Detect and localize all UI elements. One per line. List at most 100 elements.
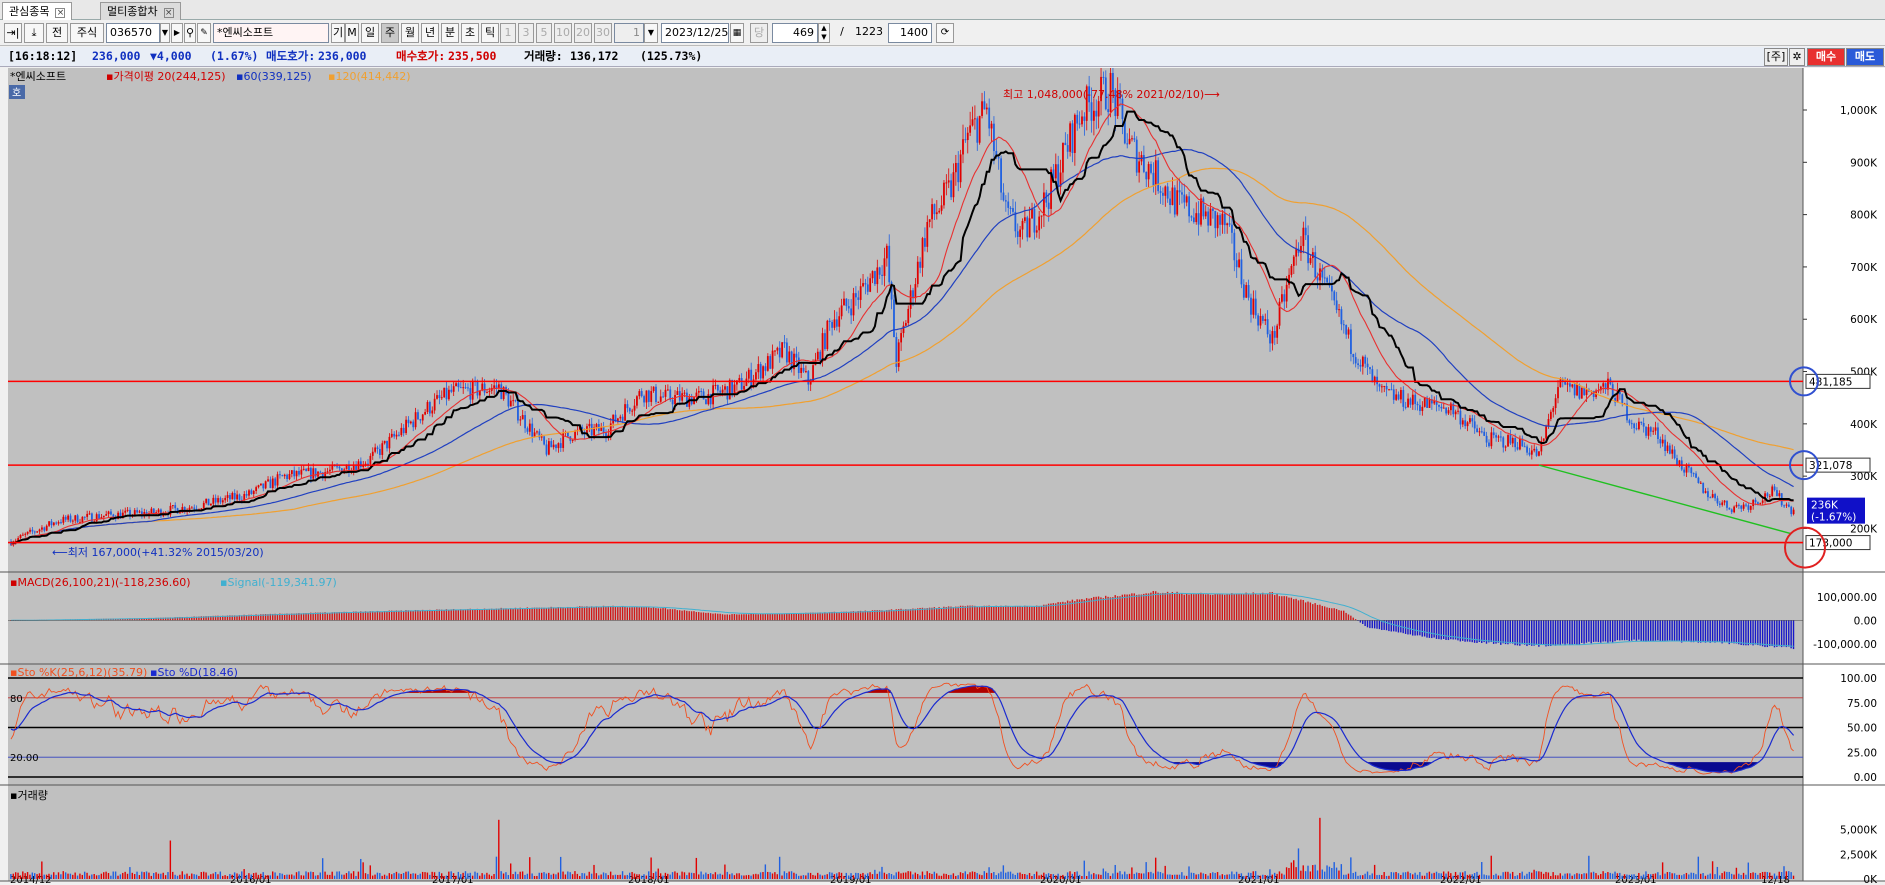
num-button[interactable]: 3 <box>518 23 534 43</box>
candle-body <box>536 431 538 433</box>
date-input[interactable]: 2023/12/25 <box>661 23 729 43</box>
macd-bar <box>1457 620 1459 641</box>
view-count-input[interactable]: 1400 <box>888 23 932 43</box>
macd-bar <box>1093 596 1095 621</box>
macd-bar <box>1228 594 1231 621</box>
calendar-icon[interactable]: ▦ <box>730 23 744 43</box>
macd-bar <box>145 618 148 621</box>
num-button[interactable]: 1 <box>500 23 516 43</box>
candle-body <box>1207 211 1210 226</box>
macd-bar <box>576 606 579 621</box>
volume-bar <box>1514 875 1516 879</box>
volume-bar <box>955 875 957 879</box>
volume-bar <box>62 871 64 879</box>
edit-icon[interactable]: ✎ <box>197 23 211 43</box>
stock-name-field[interactable]: *엔씨소프트 <box>213 23 329 43</box>
macd-bar <box>1340 610 1343 621</box>
period-year-button[interactable]: 년 <box>421 23 439 43</box>
macd-bar <box>1183 594 1185 621</box>
all-button[interactable]: 전 <box>46 23 68 43</box>
candle-body <box>674 395 676 405</box>
candle-body <box>1509 435 1512 444</box>
volume-bar <box>1412 874 1414 879</box>
sell-button[interactable]: 매도 <box>1846 48 1884 66</box>
candle-body <box>1078 123 1081 125</box>
period-week-button[interactable]: 주 <box>381 23 399 43</box>
volume-bar <box>1252 871 1254 879</box>
volume-bar <box>1733 874 1735 879</box>
volume-bar <box>1485 875 1488 879</box>
candle-body <box>1514 438 1517 448</box>
macd-bar <box>1438 620 1440 640</box>
gear-icon[interactable]: ✲ <box>1789 48 1805 66</box>
candle-body <box>81 516 84 523</box>
current-button[interactable]: 당 <box>750 23 768 43</box>
volume-bar <box>1566 873 1569 879</box>
period-minute-button[interactable]: 분 <box>441 23 459 43</box>
volume-bar <box>1466 874 1469 879</box>
macd-bar <box>762 613 764 621</box>
candle-body <box>133 510 136 515</box>
stock-type-toggle[interactable]: [주] <box>1764 48 1788 66</box>
volume-bar <box>1319 817 1321 879</box>
tab-multi-chart[interactable]: 멀티종합차 × <box>100 2 181 20</box>
candle-body <box>252 491 255 494</box>
download-button[interactable]: ⤓ <box>24 23 44 43</box>
buy-button[interactable]: 매수 <box>1807 48 1845 66</box>
ma20-line <box>10 103 1794 546</box>
close-icon[interactable]: × <box>163 8 174 18</box>
y-tick-label: 1,000K <box>1840 105 1878 117</box>
candle-body <box>279 474 281 476</box>
candle-body <box>740 378 743 390</box>
num-button[interactable]: 5 <box>536 23 552 43</box>
volume-bar <box>1771 875 1773 879</box>
period-tick-button[interactable]: 틱 <box>481 23 499 43</box>
stock-type-button[interactable]: 주식 <box>70 23 104 43</box>
refresh-icon[interactable]: ⟳ <box>936 23 954 43</box>
macd-bar <box>712 613 714 621</box>
m-button[interactable]: M <box>345 23 359 43</box>
volume-bar <box>940 875 943 879</box>
candle-body <box>997 157 1000 159</box>
volume-bar <box>383 874 386 879</box>
tab-watchlist[interactable]: 관심종목 × <box>2 2 73 20</box>
macd-bar <box>838 612 840 621</box>
macd-bar <box>1623 620 1626 641</box>
link-button[interactable]: ⇥| <box>4 23 22 43</box>
num-button[interactable]: 10 <box>554 23 572 43</box>
volume-bar <box>1578 873 1581 879</box>
candle-body <box>940 205 943 211</box>
stock-chart[interactable]: 1,000K900K800K700K600K500K400K300K200K48… <box>0 68 1885 885</box>
macd-bar <box>336 612 338 621</box>
chevron-down-icon[interactable]: ▼ <box>644 23 658 43</box>
macd-bar <box>245 615 248 621</box>
period-second-button[interactable]: 초 <box>461 23 479 43</box>
volume-bar <box>1607 872 1609 879</box>
period-month-button[interactable]: 월 <box>401 23 419 43</box>
close-icon[interactable]: × <box>55 8 66 18</box>
macd-bar <box>1676 620 1678 642</box>
macd-bar <box>524 608 526 621</box>
count-input[interactable]: 469 <box>772 23 818 43</box>
macd-bar <box>1171 591 1174 621</box>
volume-bar <box>874 869 876 879</box>
macd-bar <box>1078 599 1081 621</box>
next-arrow-icon[interactable]: ▶ <box>171 23 183 43</box>
volume-bar <box>74 872 76 879</box>
candle-body <box>1771 486 1774 496</box>
macd-bar <box>952 607 955 621</box>
search-icon[interactable]: ⚲ <box>184 23 196 43</box>
macd-bar <box>1488 620 1490 643</box>
period-day-button[interactable]: 일 <box>361 23 379 43</box>
chevron-down-icon[interactable]: ▼ <box>160 23 170 43</box>
volume-bar <box>488 874 490 879</box>
code-input[interactable]: 036570 <box>106 23 160 43</box>
gi-button[interactable]: 기 <box>331 23 345 43</box>
macd-bar <box>429 609 431 621</box>
volume-bar <box>467 873 469 879</box>
interval-input[interactable]: 1 <box>614 23 644 43</box>
spinner-icon[interactable]: ▲ ▼ <box>818 23 830 43</box>
num-button[interactable]: 30 <box>594 23 612 43</box>
macd-bar <box>1519 620 1521 646</box>
num-button[interactable]: 20 <box>574 23 592 43</box>
